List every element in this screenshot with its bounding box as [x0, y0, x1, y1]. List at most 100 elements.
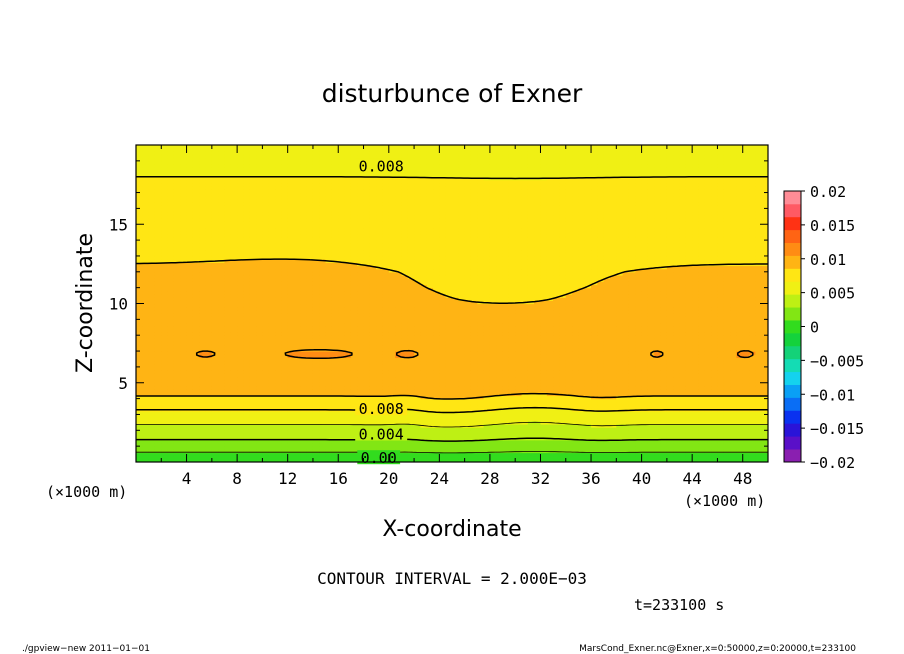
field-cell [173, 145, 181, 149]
field-cell [420, 430, 428, 435]
field-cell [256, 281, 263, 286]
field-cell [173, 446, 181, 450]
field-cell [256, 224, 263, 229]
field-cell [243, 278, 251, 282]
field-cell [161, 300, 169, 305]
field-cell [319, 148, 327, 152]
field-cell [243, 363, 251, 368]
field-cell [401, 227, 409, 232]
field-cell [338, 297, 346, 301]
field-cell [249, 211, 257, 216]
field-cell [224, 249, 232, 254]
field-cell [369, 145, 377, 149]
field-cell [369, 240, 377, 244]
field-cell [407, 328, 415, 333]
field-cell [407, 382, 415, 387]
field-cell [433, 455, 440, 460]
field-cell [287, 395, 295, 400]
field-cell [338, 274, 346, 279]
field-cell [224, 379, 232, 384]
field-cell [262, 414, 270, 419]
field-cell [369, 236, 377, 241]
field-cell [344, 192, 352, 197]
field-cell [300, 370, 308, 374]
field-cell [224, 347, 232, 352]
field-cell [319, 449, 327, 454]
field-cell [426, 309, 434, 314]
field-cell [414, 398, 421, 403]
field-cell [294, 423, 301, 428]
field-cell [192, 404, 200, 409]
field-cell [319, 313, 327, 317]
field-cell [218, 211, 226, 216]
field-cell [294, 151, 301, 156]
field-cell [312, 274, 320, 279]
field-cell [395, 335, 403, 339]
field-cell [439, 446, 447, 450]
field-cell [211, 373, 219, 378]
field-cell [192, 338, 200, 343]
field-cell [262, 233, 270, 238]
field-cell [262, 300, 270, 305]
field-cell [218, 452, 226, 457]
field-cell [306, 173, 314, 178]
field-cell [344, 347, 352, 352]
field-cell [249, 332, 257, 336]
field-cell [439, 338, 447, 343]
field-cell [136, 281, 143, 286]
field-cell [369, 211, 377, 216]
field-cell [294, 198, 301, 203]
field-cell [401, 284, 409, 289]
field-cell [154, 252, 162, 257]
field-cell [325, 246, 333, 251]
field-cell [173, 217, 181, 222]
field-cell [407, 164, 415, 168]
field-cell [306, 357, 314, 362]
field-cell [287, 259, 295, 263]
field-cell [218, 455, 226, 460]
field-cell [142, 265, 150, 270]
field-cell [262, 246, 270, 251]
field-cell [439, 423, 447, 428]
field-cell [395, 233, 403, 238]
field-cell [401, 259, 409, 263]
field-cell [338, 284, 346, 289]
field-cell [262, 433, 270, 438]
field-cell [211, 379, 219, 384]
field-cell [445, 262, 453, 267]
field-cell [325, 309, 333, 314]
field-cell [281, 363, 289, 368]
field-cell [306, 379, 314, 384]
field-cell [300, 154, 308, 159]
field-cell [161, 255, 169, 260]
field-cell [331, 417, 339, 422]
field-cell [268, 442, 276, 447]
field-cell [275, 328, 282, 333]
field-cell [395, 328, 403, 333]
field-cell [420, 309, 428, 314]
field-cell [420, 303, 428, 308]
field-cell [344, 366, 352, 371]
field-cell [192, 366, 200, 371]
field-cell [262, 145, 270, 149]
field-cell [294, 271, 301, 276]
field-cell [363, 389, 371, 393]
field-cell [249, 319, 257, 324]
field-cell [268, 423, 276, 428]
field-cell [287, 411, 295, 416]
field-cell [167, 300, 175, 305]
field-cell [161, 389, 169, 393]
field-cell [180, 436, 188, 441]
field-cell [268, 274, 276, 279]
field-cell [445, 360, 453, 365]
field-cell [205, 442, 213, 447]
field-cell [154, 170, 162, 175]
field-cell [173, 338, 181, 343]
field-cell [338, 341, 346, 346]
field-cell [426, 170, 434, 175]
field-cell [319, 404, 327, 409]
field-cell [249, 404, 257, 409]
field-cell [192, 322, 200, 327]
field-cell [249, 221, 257, 225]
field-cell [350, 224, 358, 229]
